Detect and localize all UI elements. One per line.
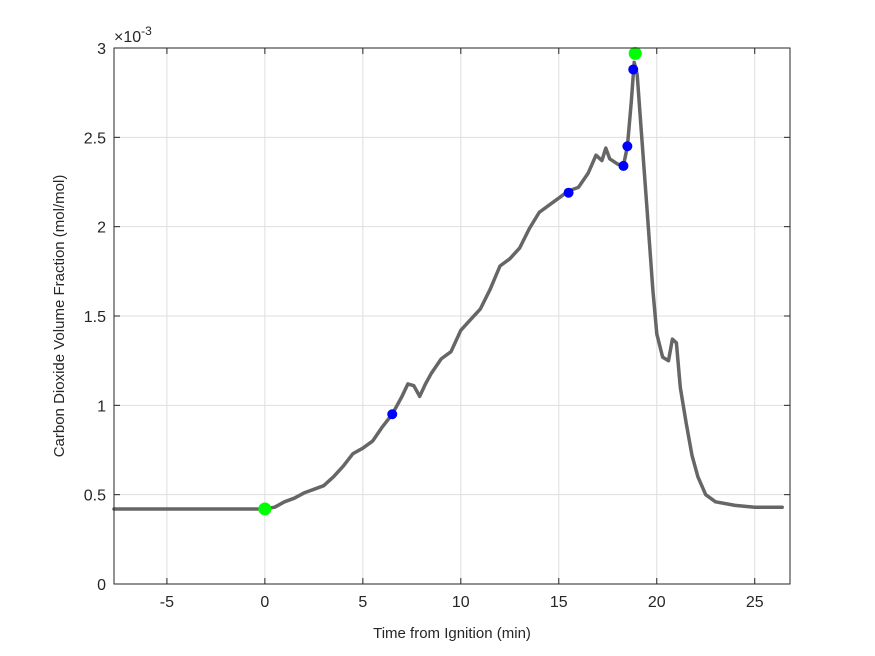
marker-start [258, 502, 272, 516]
y-tick-label: 3 [97, 41, 106, 58]
co2-line [112, 60, 784, 511]
y-tick-label: 1 [97, 398, 106, 415]
marker-point-4 [622, 141, 633, 152]
y-tick-label: 0.5 [84, 488, 106, 505]
y-tick-label: 2 [97, 220, 106, 237]
marker-point-3 [618, 160, 629, 171]
marker-point-2 [563, 187, 574, 198]
event-markers [258, 46, 642, 516]
marker-point-5 [628, 64, 639, 75]
marker-point-1 [387, 409, 398, 420]
exponent-power: -3 [141, 24, 152, 38]
x-tick-label: 5 [358, 594, 367, 611]
x-tick-label: 20 [648, 594, 666, 611]
y-tick-labels: 0 0.5 1 1.5 2 2.5 3 [84, 41, 106, 594]
y-exponent-label: ×10-3 [114, 24, 152, 46]
x-axis-label: Time from Ignition (min) [373, 625, 531, 642]
y-axis-label: Carbon Dioxide Volume Fraction (mol/mol) [51, 175, 68, 458]
y-tick-label: 0 [97, 577, 106, 594]
x-tick-label: 25 [746, 594, 764, 611]
x-tick-label: 0 [260, 594, 269, 611]
x-tick-label: 10 [452, 594, 470, 611]
y-tick-label: 1.5 [84, 309, 106, 326]
exponent-base: ×10 [114, 29, 141, 46]
data-series [112, 60, 784, 511]
marker-peak [628, 46, 642, 60]
axis-ticks [114, 47, 790, 585]
y-tick-label: 2.5 [84, 130, 106, 147]
x-tick-label: -5 [160, 594, 174, 611]
x-tick-label: 15 [550, 594, 568, 611]
grid-lines [114, 47, 790, 585]
x-tick-labels: -5 0 5 10 15 20 25 [160, 594, 764, 611]
